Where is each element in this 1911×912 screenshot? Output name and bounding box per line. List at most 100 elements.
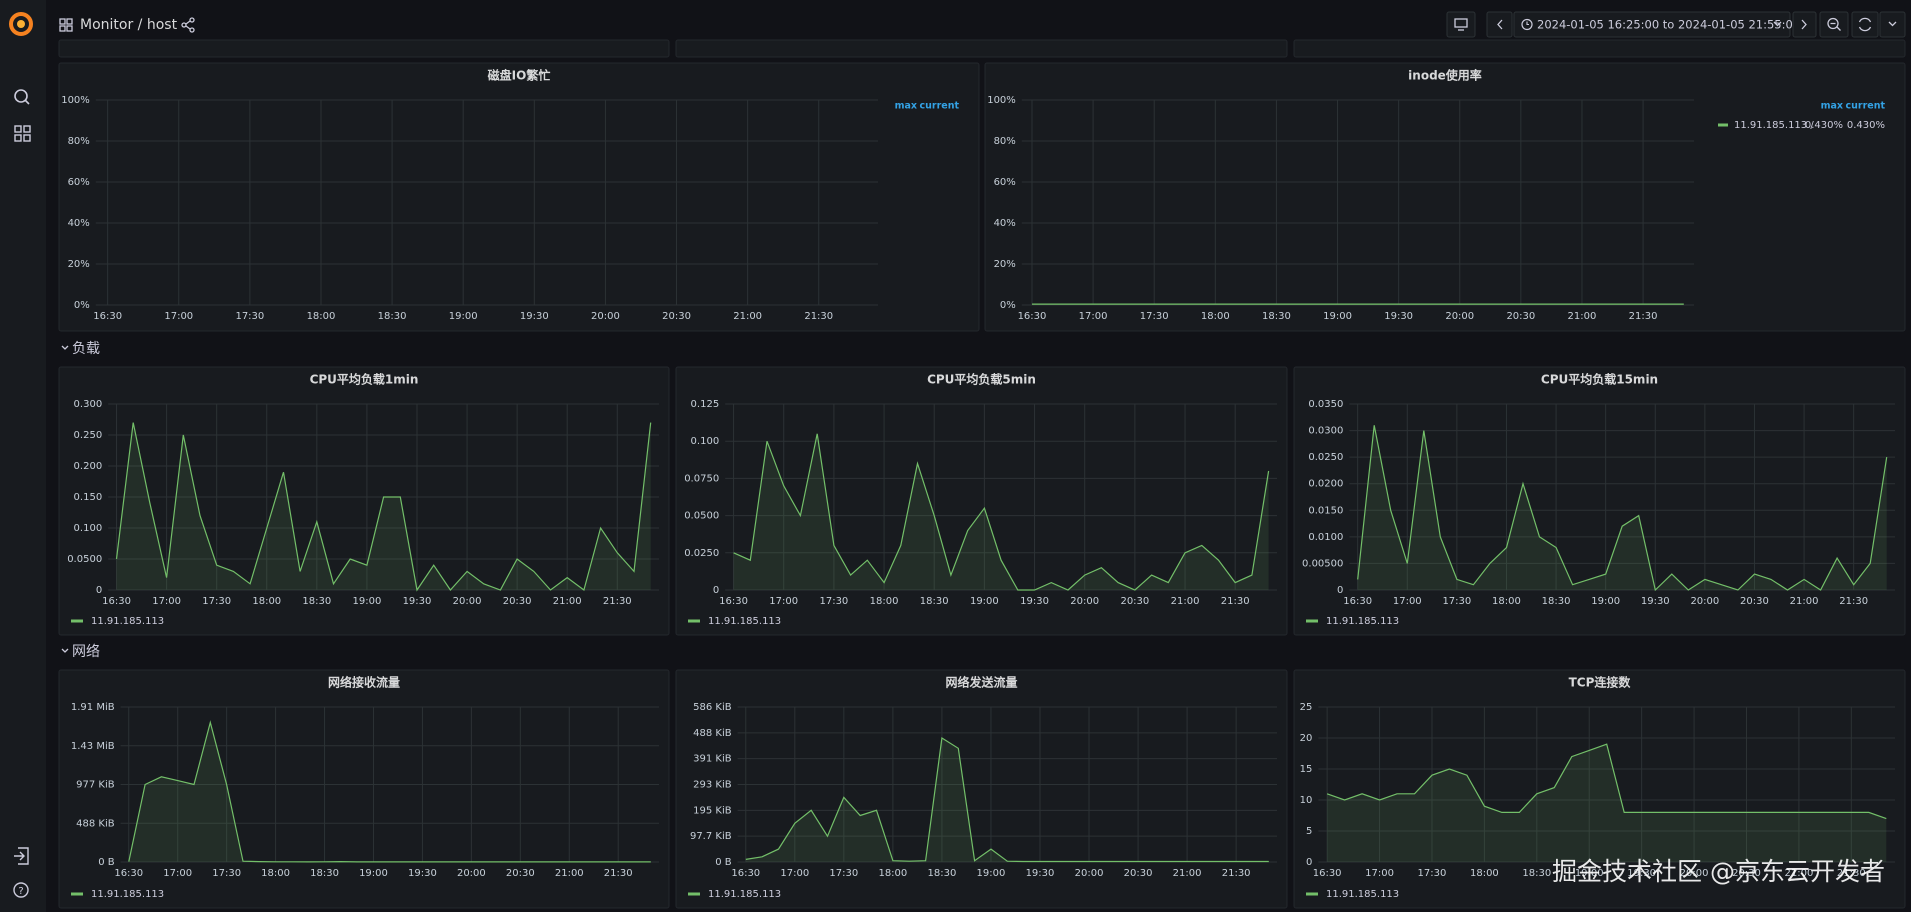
refresh-button[interactable] <box>1851 11 1879 38</box>
x-tick-label: 20:30 <box>1506 311 1535 322</box>
y-tick-label: 0.100 <box>691 436 720 447</box>
row-title[interactable]: 负载 <box>72 341 100 357</box>
legend-label[interactable]: 11.91.185.113 <box>1326 889 1399 900</box>
y-tick-label: 0.0250 <box>1308 452 1343 463</box>
legend-label[interactable]: 11.91.185.113 <box>91 616 164 627</box>
legend-label[interactable]: 11.91.185.113 <box>708 616 781 627</box>
x-tick-label: 21:00 <box>1784 868 1813 879</box>
legend-column-header[interactable]: current <box>1845 101 1885 112</box>
help-icon[interactable]: ? <box>13 882 29 898</box>
sign-in-icon[interactable] <box>14 847 29 865</box>
series-area <box>128 722 651 862</box>
y-tick-label: 0% <box>1000 300 1016 311</box>
x-tick-label: 16:30 <box>1018 311 1047 322</box>
x-tick-label: 20:30 <box>503 596 532 607</box>
zoom-out-button[interactable] <box>1819 11 1849 38</box>
x-tick-label: 21:00 <box>1171 596 1200 607</box>
x-tick-label: 20:00 <box>1075 868 1104 879</box>
x-tick-label: 17:00 <box>769 596 798 607</box>
legend-label[interactable]: 11.91.185.113 / <box>1734 120 1814 131</box>
y-tick-label: 0 B <box>98 857 115 868</box>
panel <box>984 62 1906 332</box>
y-tick-label: 0.150 <box>74 492 103 503</box>
x-tick-label: 21:30 <box>1839 596 1868 607</box>
y-tick-label: 20% <box>68 259 90 270</box>
x-tick-label: 18:00 <box>1470 868 1499 879</box>
x-tick-label: 17:00 <box>1393 596 1422 607</box>
grafana-logo[interactable] <box>9 12 33 36</box>
y-tick-label: 195 KiB <box>693 805 732 816</box>
y-tick-label: 0.0150 <box>1308 505 1343 516</box>
panel-title: 网络接收流量 <box>328 675 400 690</box>
y-tick-label: 40% <box>68 218 90 229</box>
x-tick-label: 18:30 <box>378 311 407 322</box>
legend-column-header[interactable]: current <box>919 101 959 112</box>
x-tick-label: 21:00 <box>555 868 584 879</box>
x-tick-label: 21:00 <box>733 311 762 322</box>
y-tick-label: 0 <box>96 585 102 596</box>
legend-label[interactable]: 11.91.185.113 <box>1326 616 1399 627</box>
panel-title: 磁盘IO繁忙 <box>487 68 551 83</box>
series-area <box>116 422 651 590</box>
y-tick-label: 977 KiB <box>76 780 115 791</box>
x-tick-label: 18:30 <box>928 868 957 879</box>
search-icon[interactable] <box>14 89 30 105</box>
x-tick-label: 19:30 <box>1641 596 1670 607</box>
x-tick-label: 18:30 <box>1542 596 1571 607</box>
x-tick-label: 18:00 <box>261 868 290 879</box>
share-icon[interactable] <box>181 17 195 33</box>
y-tick-label: 20 <box>1300 733 1313 744</box>
row-chevron[interactable] <box>61 345 69 350</box>
dashboard-title[interactable]: Monitor / host <box>80 17 178 33</box>
series-line <box>115 422 652 592</box>
panel <box>675 669 1288 909</box>
y-tick-label: 80% <box>68 136 90 147</box>
x-tick-label: 18:30 <box>1522 868 1551 879</box>
x-tick-label: 19:30 <box>1026 868 1055 879</box>
panel-title: CPU平均负载15min <box>1541 372 1658 387</box>
panel-edge <box>58 39 670 58</box>
x-tick-label: 19:00 <box>1591 596 1620 607</box>
series-line <box>1357 425 1888 592</box>
panel <box>1293 366 1906 636</box>
y-tick-label: 488 KiB <box>76 818 115 829</box>
row-title[interactable]: 网络 <box>72 644 100 660</box>
panel-title: 网络发送流量 <box>945 675 1017 690</box>
x-tick-label: 20:30 <box>1732 868 1761 879</box>
x-tick-label: 18:30 <box>1262 311 1291 322</box>
y-tick-label: 0.00500 <box>1302 558 1343 569</box>
tv-mode-button[interactable] <box>1446 11 1476 38</box>
x-tick-label: 20:00 <box>1445 311 1474 322</box>
x-tick-label: 21:30 <box>1221 596 1250 607</box>
x-tick-label: 21:30 <box>1629 311 1658 322</box>
x-tick-label: 19:00 <box>1323 311 1352 322</box>
x-tick-label: 21:30 <box>603 596 632 607</box>
y-tick-label: 5 <box>1306 826 1312 837</box>
time-forward-button[interactable] <box>1792 11 1817 38</box>
legend-column-header[interactable]: max <box>895 101 917 112</box>
dashboards-icon[interactable] <box>14 125 31 142</box>
panel <box>58 62 980 332</box>
refresh-interval-button[interactable] <box>1879 11 1906 38</box>
x-tick-label: 19:30 <box>1627 868 1656 879</box>
x-tick-label: 21:30 <box>1837 868 1866 879</box>
legend-column-header[interactable]: max <box>1821 101 1843 112</box>
y-tick-label: 1.43 MiB <box>71 741 115 752</box>
row-chevron[interactable] <box>61 648 69 653</box>
legend-label[interactable]: 11.91.185.113 <box>91 889 164 900</box>
time-range: 2024-01-05 16:25:00 to 2024-01-05 21:55:… <box>1537 18 1800 32</box>
x-tick-label: 20:00 <box>1070 596 1099 607</box>
time-back-button[interactable] <box>1486 11 1513 38</box>
series-line <box>745 736 1269 863</box>
y-tick-label: 0.0750 <box>684 473 719 484</box>
y-tick-label: 0.0200 <box>1308 479 1343 490</box>
x-tick-label: 20:00 <box>591 311 620 322</box>
series-area <box>1357 425 1887 590</box>
x-tick-label: 21:30 <box>804 311 833 322</box>
x-tick-label: 18:30 <box>920 596 949 607</box>
legend-label[interactable]: 11.91.185.113 <box>708 889 781 900</box>
time-picker[interactable]: 2024-01-05 16:25:00 to 2024-01-05 21:55:… <box>1513 11 1800 38</box>
y-tick-label: 60% <box>68 177 90 188</box>
x-tick-label: 18:30 <box>302 596 331 607</box>
